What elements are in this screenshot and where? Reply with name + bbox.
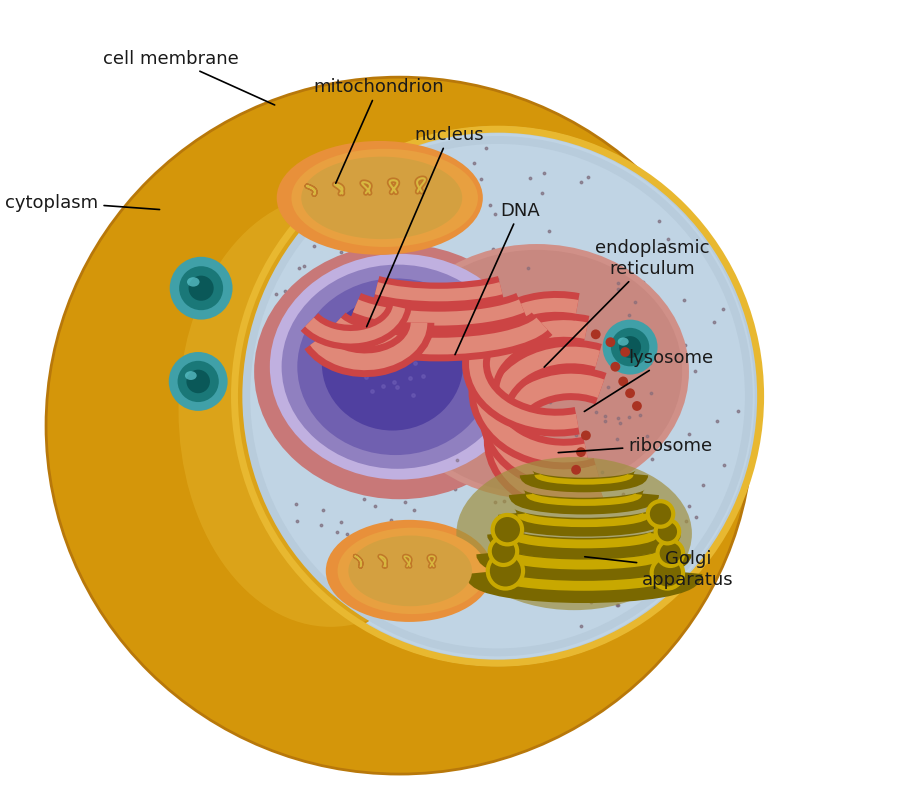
Circle shape [177, 362, 219, 402]
Circle shape [606, 338, 616, 348]
Circle shape [189, 277, 213, 302]
Ellipse shape [51, 83, 748, 769]
Ellipse shape [456, 457, 692, 611]
Text: lysosome: lysosome [584, 349, 713, 412]
Ellipse shape [392, 251, 682, 494]
Ellipse shape [232, 127, 762, 667]
Text: nucleus: nucleus [366, 126, 484, 328]
Circle shape [652, 557, 683, 589]
Ellipse shape [187, 278, 200, 287]
Ellipse shape [617, 338, 629, 346]
Ellipse shape [282, 265, 513, 470]
Ellipse shape [240, 134, 755, 659]
Text: endoplasmic
reticulum: endoplasmic reticulum [544, 239, 710, 367]
Ellipse shape [250, 144, 745, 649]
Circle shape [619, 337, 641, 358]
Circle shape [179, 267, 223, 311]
Circle shape [168, 353, 228, 411]
Text: ribosome: ribosome [558, 436, 713, 454]
Circle shape [626, 388, 635, 399]
Text: DNA: DNA [455, 201, 540, 355]
Circle shape [488, 554, 523, 589]
Circle shape [576, 448, 586, 457]
Text: mitochondrion: mitochondrion [313, 78, 444, 184]
Ellipse shape [46, 78, 752, 775]
Ellipse shape [120, 176, 464, 646]
Ellipse shape [384, 245, 689, 500]
Circle shape [658, 541, 683, 566]
Circle shape [655, 520, 680, 543]
Ellipse shape [326, 520, 492, 622]
Text: cytoplasm: cytoplasm [5, 194, 159, 212]
Circle shape [186, 370, 210, 393]
Ellipse shape [322, 298, 464, 431]
Ellipse shape [348, 536, 472, 607]
Circle shape [490, 538, 518, 565]
Ellipse shape [178, 195, 482, 627]
Circle shape [648, 501, 673, 527]
Ellipse shape [254, 245, 544, 500]
Ellipse shape [338, 528, 487, 614]
Ellipse shape [242, 137, 752, 656]
Circle shape [492, 515, 522, 545]
Ellipse shape [292, 149, 478, 247]
Circle shape [590, 330, 600, 340]
Circle shape [632, 401, 642, 411]
Ellipse shape [276, 142, 482, 255]
Circle shape [620, 348, 630, 358]
Circle shape [572, 466, 581, 475]
Circle shape [610, 363, 620, 372]
Text: cell membrane: cell membrane [104, 50, 274, 106]
Ellipse shape [184, 371, 197, 380]
Circle shape [618, 377, 628, 387]
Circle shape [581, 431, 590, 441]
Ellipse shape [297, 279, 493, 456]
Ellipse shape [270, 255, 529, 480]
Circle shape [170, 257, 232, 320]
Ellipse shape [302, 157, 463, 240]
Circle shape [603, 320, 658, 375]
Text: Golgi
apparatus: Golgi apparatus [585, 549, 734, 588]
Circle shape [611, 328, 649, 367]
